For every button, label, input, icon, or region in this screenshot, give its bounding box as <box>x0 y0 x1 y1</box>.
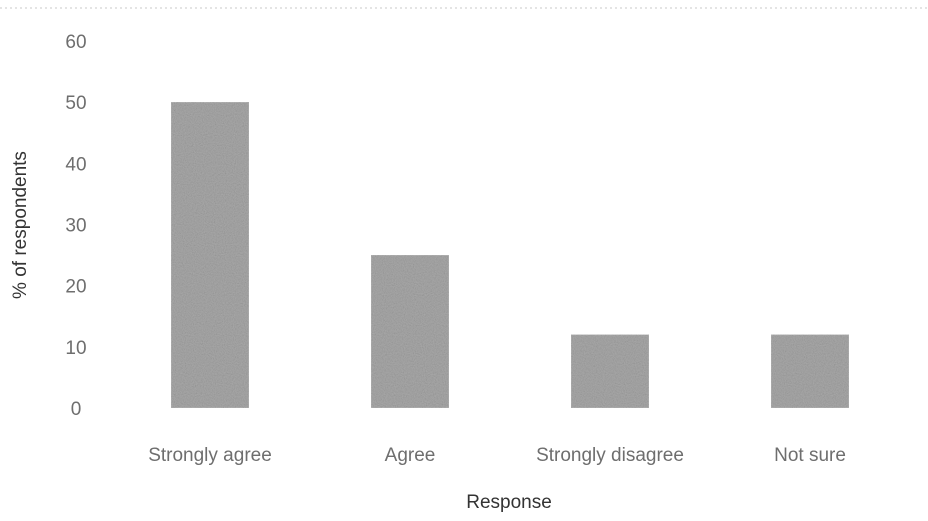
x-axis-title: Response <box>466 492 552 513</box>
y-tick-label: 40 <box>65 154 86 175</box>
x-tick-label: Strongly agree <box>148 445 272 466</box>
y-axis-title: % of respondents <box>10 151 31 299</box>
y-tick-label: 50 <box>65 93 86 114</box>
bar-not-sure <box>770 334 850 409</box>
y-axis-tick-labels: 0 10 20 30 40 50 60 <box>65 32 86 420</box>
y-tick-label: 0 <box>71 399 82 420</box>
bar-agree <box>370 254 450 409</box>
y-tick-label: 20 <box>65 277 86 298</box>
bar-strongly-agree <box>170 101 250 409</box>
x-axis-tick-labels: Strongly agree Agree Strongly disagree Not … <box>148 445 846 466</box>
y-tick-label: 60 <box>65 32 86 53</box>
bars-group <box>170 101 850 409</box>
bar-strongly-disagree <box>570 334 650 409</box>
x-tick-label: Agree <box>385 445 436 466</box>
x-tick-label: Not sure <box>774 445 846 466</box>
y-tick-label: 10 <box>65 338 86 359</box>
y-tick-label: 30 <box>65 216 86 237</box>
x-tick-label: Strongly disagree <box>536 445 684 466</box>
